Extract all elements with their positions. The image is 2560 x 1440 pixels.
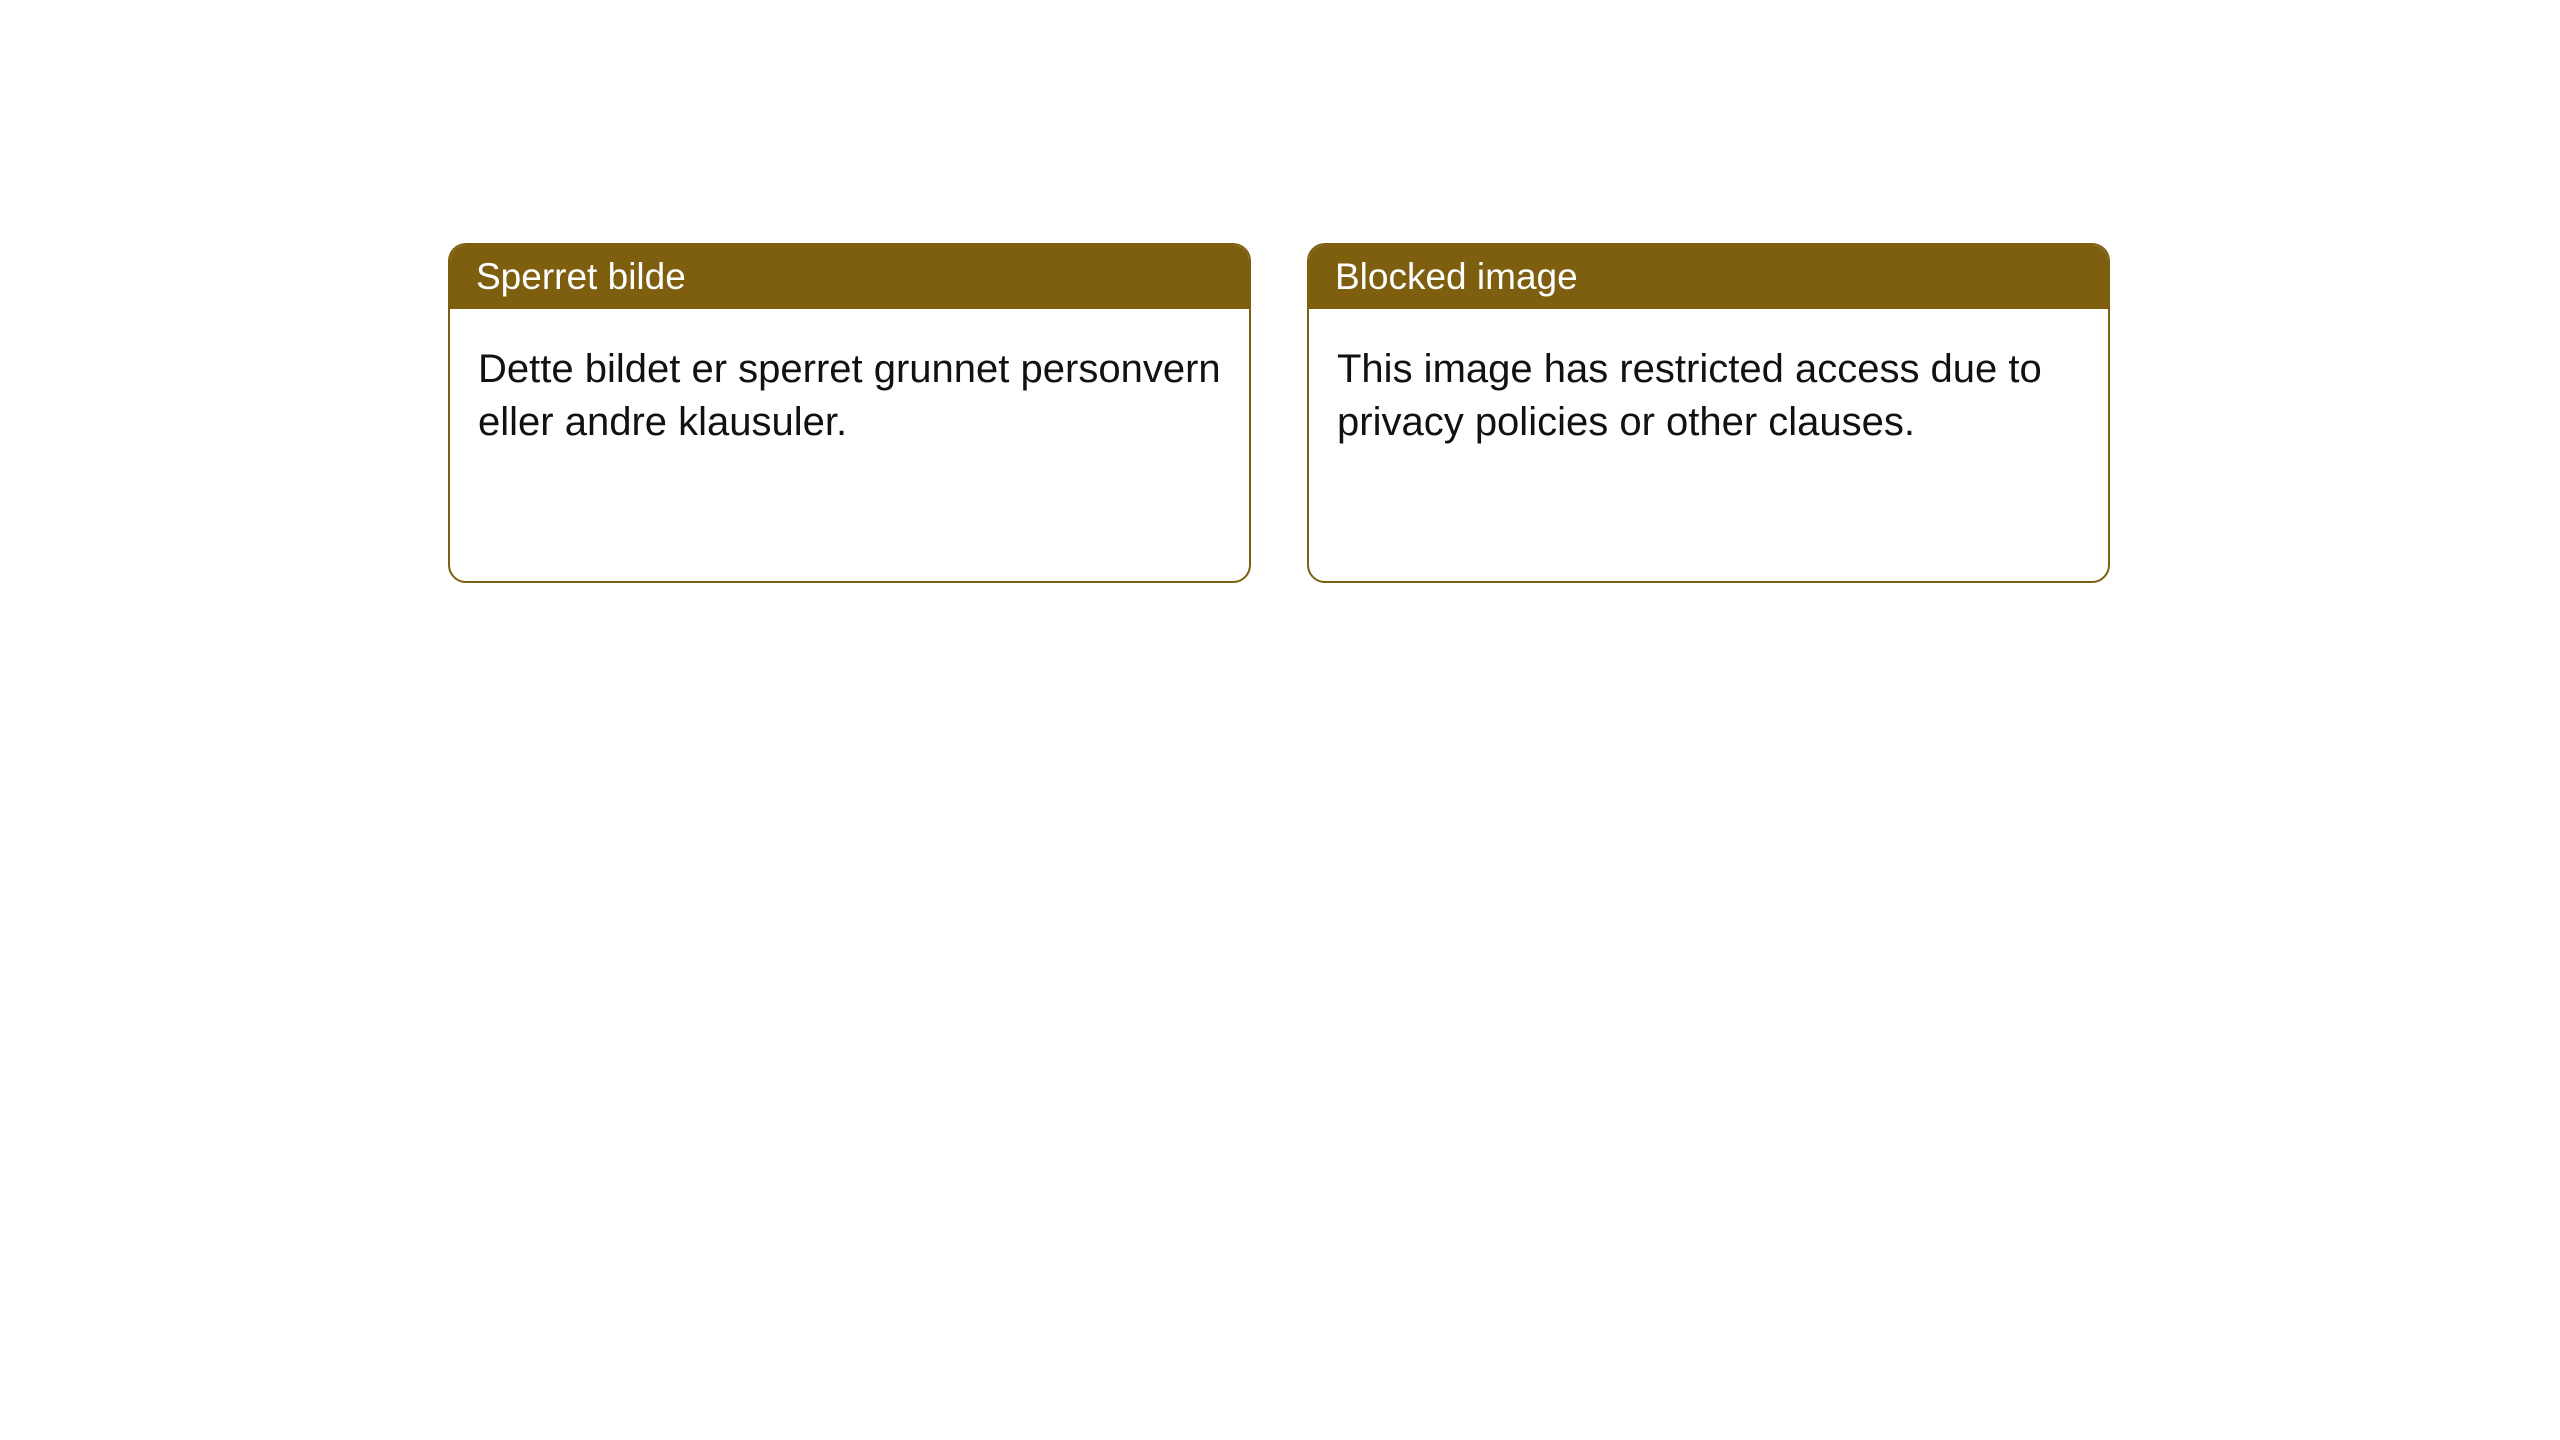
blocked-image-card-en: Blocked image This image has restricted …: [1307, 243, 2110, 583]
card-body: Dette bildet er sperret grunnet personve…: [450, 309, 1249, 581]
blocked-image-cards: Sperret bilde Dette bildet er sperret gr…: [448, 243, 2110, 583]
card-title: Sperret bilde: [450, 245, 1249, 309]
blocked-image-card-no: Sperret bilde Dette bildet er sperret gr…: [448, 243, 1251, 583]
card-title: Blocked image: [1309, 245, 2108, 309]
card-body: This image has restricted access due to …: [1309, 309, 2108, 581]
